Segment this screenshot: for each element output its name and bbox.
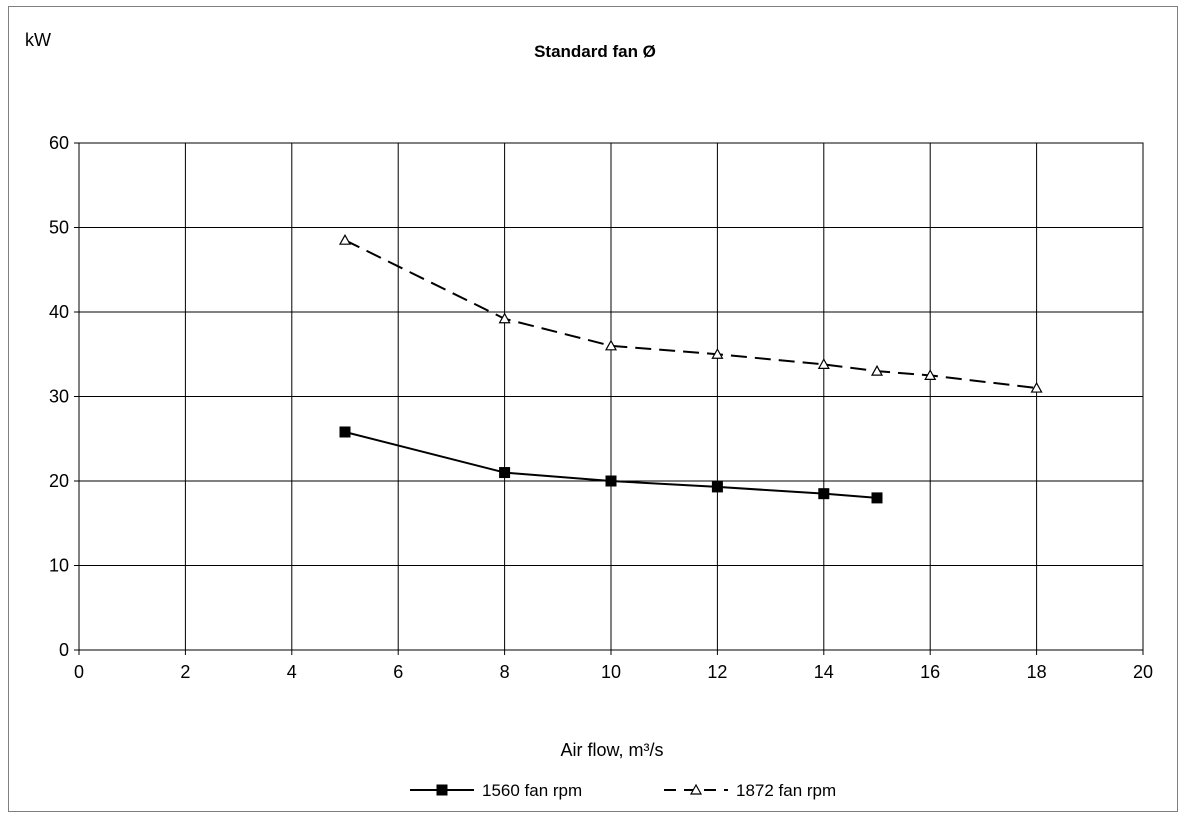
series-1-point [818, 488, 830, 500]
legend-swatch-marker [689, 783, 703, 795]
legend-swatch-marker [436, 784, 448, 796]
y-tick-label: 20 [49, 471, 69, 491]
y-tick-label: 50 [49, 218, 69, 238]
series-2 [338, 233, 1043, 393]
x-tick-label: 0 [74, 662, 84, 682]
x-tick-label: 18 [1027, 662, 1047, 682]
x-tick-label: 10 [601, 662, 621, 682]
x-tick-label: 16 [920, 662, 940, 682]
series-1-line [344, 431, 878, 499]
series-2-point [498, 312, 511, 324]
series-1-point [871, 492, 883, 504]
grid [74, 142, 1144, 655]
series-2-point [924, 369, 937, 380]
x-axis-label: Air flow, m³/s [560, 740, 663, 760]
x-tick-label: 2 [180, 662, 190, 682]
chart-title: Standard fan Ø [534, 42, 656, 61]
chart-frame [8, 6, 1178, 812]
plot-area-border [78, 142, 1144, 651]
series-2-point [338, 233, 352, 245]
series-1-point [605, 475, 617, 487]
y-tick-label: 0 [59, 640, 69, 660]
x-tick-label: 20 [1133, 662, 1153, 682]
legend-item-2: 1872 fan rpm [664, 781, 836, 800]
x-tick-label: 4 [287, 662, 297, 682]
legend-label: 1560 fan rpm [482, 781, 582, 800]
series-1 [339, 426, 883, 504]
series-1-point [339, 426, 351, 438]
y-tick-label: 10 [49, 556, 69, 576]
y-tick-label: 30 [49, 387, 69, 407]
x-tick-label: 8 [500, 662, 510, 682]
series-2-point [817, 358, 830, 369]
y-tick-label: 60 [49, 133, 69, 153]
tick-labels: 0 2 4 6 8 10 12 14 16 18 20 0 10 20 30 40 50 60 [49, 133, 1153, 682]
legend-label: 1872 fan rpm [736, 781, 836, 800]
series-1-point [711, 481, 723, 493]
legend-item-1: 1560 fan rpm [410, 781, 582, 800]
x-tick-label: 14 [814, 662, 834, 682]
series-2-point [1030, 381, 1043, 393]
series [338, 233, 1043, 504]
legend: 1560 fan rpm 1872 fan rpm [410, 781, 836, 800]
series-2-line [344, 239, 1037, 390]
series-2-point [870, 364, 884, 376]
series-1-point [499, 467, 511, 479]
y-tick-label: 40 [49, 302, 69, 322]
y-axis-unit-label: kW [25, 30, 51, 50]
series-2-point [711, 348, 724, 359]
series-2-point [604, 339, 618, 351]
x-tick-label: 12 [707, 662, 727, 682]
x-tick-label: 6 [393, 662, 403, 682]
